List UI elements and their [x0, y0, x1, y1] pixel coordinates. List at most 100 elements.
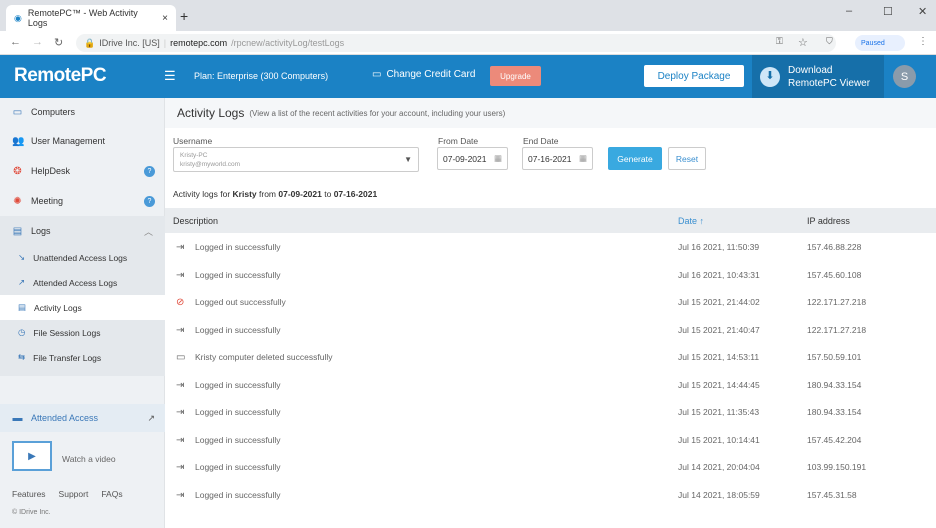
- row-date: Jul 15 2021, 14:53:11: [678, 352, 760, 362]
- table-header: Description Date ↑ IP address: [165, 208, 936, 233]
- meeting-icon: ✺: [13, 195, 22, 207]
- forward-icon[interactable]: →: [32, 36, 43, 48]
- sidebar-sub-unattended-logs[interactable]: ↘ Unattended Access Logs: [0, 245, 165, 270]
- watch-video-link[interactable]: Watch a video: [62, 454, 116, 464]
- end-date-label: End Date: [523, 136, 559, 146]
- computer-icon: ▭: [176, 352, 186, 363]
- profile-paused-button[interactable]: Paused: [855, 35, 905, 51]
- row-date: Jul 15 2021, 21:40:47: [678, 324, 760, 335]
- attended-icon: ↗: [18, 277, 26, 287]
- maximize-icon[interactable]: ☐: [883, 6, 893, 18]
- from-date-field[interactable]: 07-09-2021 ▦: [437, 147, 508, 170]
- row-date: Jul 15 2021, 11:35:43: [678, 407, 760, 417]
- end-date-field[interactable]: 07-16-2021 ▦: [522, 147, 593, 170]
- sidebar-item-helpdesk[interactable]: ❂ HelpDesk?: [0, 157, 165, 185]
- avatar[interactable]: S: [893, 65, 916, 88]
- minimize-icon[interactable]: –: [846, 5, 853, 17]
- hamburger-menu-icon[interactable]: ☰: [164, 68, 176, 83]
- faqs-link[interactable]: FAQs: [101, 489, 123, 499]
- help-icon[interactable]: ?: [144, 165, 155, 177]
- sidebar-sub-activity-logs[interactable]: ▤ Activity Logs: [0, 295, 165, 320]
- table-row: ⇥ Logged in successfully Jul 16 2021, 11…: [165, 233, 936, 261]
- support-link[interactable]: Support: [58, 489, 89, 499]
- reload-icon[interactable]: ↻: [54, 37, 64, 49]
- from-date-value: 07-09-2021: [443, 153, 487, 164]
- generate-button[interactable]: Generate: [608, 147, 662, 170]
- row-ip: 157.45.42.204: [807, 434, 862, 445]
- features-link[interactable]: Features: [12, 489, 46, 499]
- from-date-label: From Date: [438, 136, 479, 146]
- video-thumbnail-icon[interactable]: ▶: [12, 441, 52, 471]
- table-row: ⇥ Logged in successfully Jul 16 2021, 10…: [165, 261, 936, 289]
- sidebar: ▭ Computers 👥 User Management ❂ HelpDesk? ✺…: [0, 98, 165, 528]
- attended-access-link[interactable]: ▬ Attended Access ↗: [0, 404, 165, 432]
- page-title-bar: Activity Logs (View a list of the recent …: [165, 98, 936, 128]
- sidebar-item-user-management[interactable]: 👥 User Management: [0, 127, 165, 155]
- column-date-label: Date: [678, 216, 698, 226]
- clock-icon: ◷: [18, 327, 26, 337]
- sidebar-item-computers[interactable]: ▭ Computers: [0, 98, 165, 126]
- sub-item-label: Attended Access Logs: [33, 277, 118, 288]
- key-icon[interactable]: ⚿: [776, 36, 783, 46]
- remotepc-favicon-icon: ◉: [14, 12, 22, 23]
- download-viewer-button[interactable]: ⬇ Download RemotePC Viewer: [752, 55, 884, 98]
- row-ip: 157.45.60.108: [807, 269, 862, 280]
- sub-item-label: File Session Logs: [33, 327, 101, 338]
- extension-shield-icon[interactable]: ⛉: [826, 36, 833, 46]
- login-icon: ⇥: [176, 269, 185, 281]
- page-title: Activity Logs: [177, 106, 245, 120]
- calendar-icon[interactable]: ▦: [493, 153, 502, 163]
- sidebar-item-logs[interactable]: ▤ Logs ︿: [0, 217, 165, 245]
- login-icon: ⇥: [176, 379, 185, 391]
- unattended-icon: ↘: [18, 252, 26, 262]
- copyright: © IDrive Inc.: [12, 509, 51, 516]
- column-description: Description: [173, 216, 219, 226]
- row-description: Logged in successfully: [195, 324, 281, 335]
- row-description: Logged in successfully: [195, 269, 281, 280]
- change-credit-card-link[interactable]: ▭ Change Credit Card: [372, 69, 475, 80]
- reset-button[interactable]: Reset: [668, 147, 706, 170]
- url-field[interactable]: 🔒 IDrive Inc. [US] | remotepc.com/rpcnew/ac…: [76, 34, 836, 52]
- help-icon[interactable]: ?: [144, 195, 155, 207]
- username-name: Kristy-PC: [180, 152, 208, 159]
- upgrade-button[interactable]: Upgrade: [490, 66, 541, 86]
- deploy-package-button[interactable]: Deploy Package: [644, 65, 744, 87]
- login-icon: ⇥: [176, 462, 185, 473]
- attended-access-icon: ▬: [12, 412, 23, 424]
- sidebar-item-meeting[interactable]: ✺ Meeting?: [0, 187, 165, 215]
- row-description: Logged out successfully: [195, 297, 286, 307]
- sidebar-item-label: Logs: [31, 226, 51, 236]
- row-date: Jul 16 2021, 11:50:39: [678, 242, 760, 252]
- change-card-label: Change Credit Card: [386, 69, 476, 80]
- row-ip: 103.99.150.191: [807, 462, 867, 472]
- browser-tab[interactable]: ◉ RemotePC™ - Web Activity Logs ×: [6, 5, 176, 31]
- summary-text: Activity logs for Kristy from 07-09-2021…: [173, 189, 378, 199]
- external-link-icon[interactable]: ↗: [147, 412, 155, 423]
- bookmark-star-icon[interactable]: ☆: [798, 37, 808, 49]
- sidebar-sub-file-session-logs[interactable]: ◷ File Session Logs: [0, 320, 165, 345]
- close-window-icon[interactable]: ✕: [918, 6, 928, 18]
- footer-links: Features Support FAQs: [12, 489, 123, 499]
- sidebar-sub-file-transfer-logs[interactable]: ⇆ File Transfer Logs: [0, 345, 165, 370]
- new-tab-button[interactable]: +: [180, 8, 189, 24]
- row-date: Jul 14 2021, 18:05:59: [678, 489, 760, 500]
- close-tab-icon[interactable]: ×: [162, 12, 168, 24]
- users-icon: 👥: [12, 135, 25, 147]
- remotepc-logo[interactable]: RemotePC: [14, 65, 107, 86]
- row-ip: 180.94.33.154: [807, 379, 862, 390]
- table-row: ▭ Kristy computer deleted successfully J…: [165, 343, 936, 371]
- url-host: remotepc.com: [170, 38, 228, 48]
- username-email: kristy@myworld.com: [180, 161, 241, 168]
- row-date: Jul 14 2021, 20:04:04: [678, 462, 760, 472]
- paused-label: Paused: [861, 39, 885, 47]
- sub-item-label: Unattended Access Logs: [33, 252, 128, 263]
- username-select[interactable]: Kristy-PC kristy@myworld.com ▼: [173, 147, 419, 172]
- back-icon[interactable]: ←: [10, 36, 21, 48]
- column-date-sort[interactable]: Date ↑: [678, 216, 704, 226]
- calendar-icon[interactable]: ▦: [578, 153, 587, 163]
- sidebar-sub-attended-logs[interactable]: ↗ Attended Access Logs: [0, 270, 165, 295]
- download-label-1: Download: [788, 64, 833, 76]
- browser-menu-icon[interactable]: ⋮: [918, 36, 928, 47]
- table-row: ⊘ Logged out successfully Jul 15 2021, 2…: [165, 288, 936, 316]
- activity-icon: ▤: [18, 302, 27, 312]
